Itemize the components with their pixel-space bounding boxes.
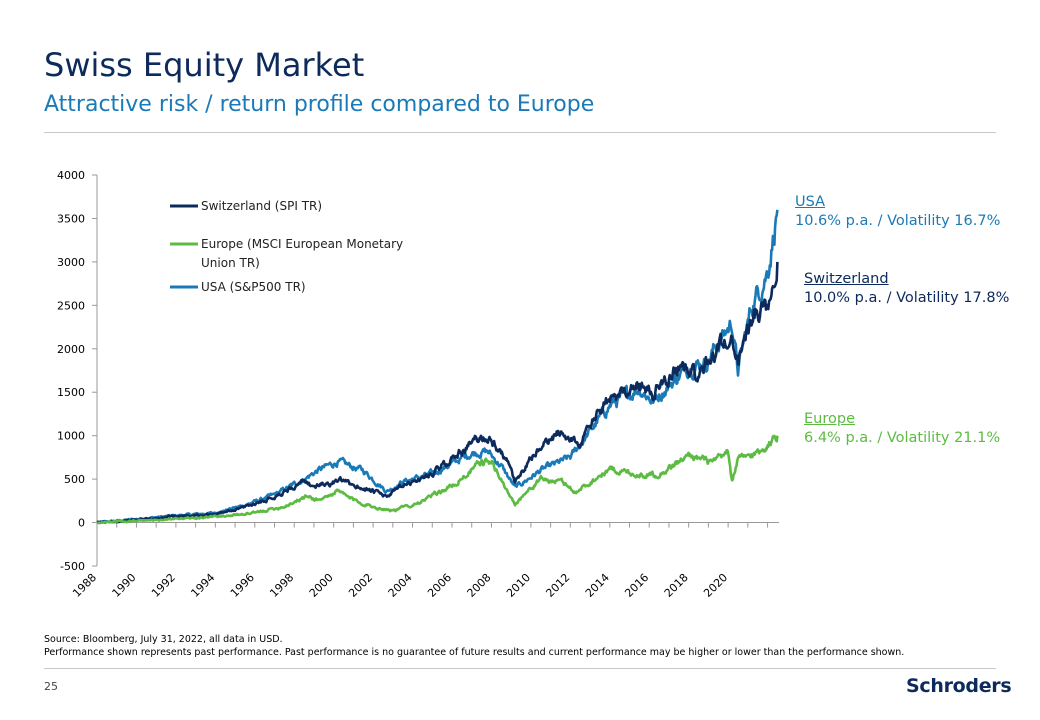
x-tick-label: 2018 <box>662 571 691 600</box>
legend-label-europe: Europe (MSCI European Monetary <box>201 237 403 251</box>
annotation-usa-stats: 10.6% p.a. / Volatility 16.7% <box>795 213 1001 229</box>
chart-legend: Switzerland (SPI TR) Europe (MSCI Europea… <box>170 199 403 294</box>
x-tick-label: 2012 <box>543 571 572 600</box>
y-tick-label: 2500 <box>57 299 85 312</box>
series-line-europe <box>96 434 779 525</box>
y-tick-label: 0 <box>78 517 85 530</box>
y-tick-label: 1000 <box>57 430 85 443</box>
legend-label-europe: Union TR) <box>201 256 260 270</box>
x-tick-label: 1994 <box>188 571 217 600</box>
annotation-usa: USA 10.6% p.a. / Volatility 16.7% <box>795 193 1000 231</box>
y-tick-label: 500 <box>64 473 85 486</box>
series-line-switzerland <box>96 261 779 524</box>
y-tick-label: -500 <box>60 560 85 573</box>
header-divider <box>44 132 996 133</box>
x-tick-label: 1998 <box>267 571 296 600</box>
schroders-logo: Schroders <box>906 675 1012 697</box>
annotation-usa-name: USA <box>795 194 826 210</box>
legend-label-usa: USA (S&P500 TR) <box>201 280 306 294</box>
legend-label-switzerland: Switzerland (SPI TR) <box>201 199 322 213</box>
x-tick-label: 1996 <box>228 571 257 600</box>
x-tick-label: 2020 <box>701 571 730 600</box>
page-number: 25 <box>44 680 58 693</box>
annotation-switzerland-stats: 10.0% p.a. / Volatility 17.8% <box>804 290 1010 306</box>
page-subtitle: Attractive risk / return profile compare… <box>44 92 595 117</box>
disclaimer-text: Performance shown represents past perfor… <box>44 647 905 658</box>
annotation-switzerland: Switzerland 10.0% p.a. / Volatility 17.8… <box>804 270 1009 308</box>
x-tick-label: 1988 <box>70 571 99 600</box>
x-tick-label: 2000 <box>307 571 336 600</box>
y-tick-label: 1500 <box>57 386 85 399</box>
x-tick-label: 2002 <box>346 571 375 600</box>
footer-divider <box>44 668 996 669</box>
performance-chart: -500 0 500 1000 1500 2000 2500 3000 3500 4000 1988… <box>57 169 779 600</box>
x-tick-label: 2006 <box>425 571 454 600</box>
x-tick-label: 2016 <box>622 571 651 600</box>
source-note: Source: Bloomberg, July 31, 2022, all da… <box>44 633 904 659</box>
x-tick-label: 2014 <box>583 571 612 600</box>
annotation-europe-name: Europe <box>804 411 855 427</box>
annotation-europe: Europe 6.4% p.a. / Volatility 21.1% <box>804 410 1000 448</box>
annotation-switzerland-name: Switzerland <box>804 271 889 287</box>
y-tick-label: 2000 <box>57 343 85 356</box>
annotation-europe-stats: 6.4% p.a. / Volatility 21.1% <box>804 430 1001 446</box>
series-layer <box>96 209 779 525</box>
series-line-usa <box>96 209 779 524</box>
x-tick-label: 1990 <box>110 571 139 600</box>
x-tick-label: 1992 <box>149 571 178 600</box>
x-tick-label: 2010 <box>504 571 533 600</box>
y-tick-label: 3000 <box>57 256 85 269</box>
y-tick-label: 4000 <box>57 169 85 182</box>
y-tick-label: 3500 <box>57 212 85 225</box>
x-tick-label: 2008 <box>465 571 494 600</box>
source-text: Source: Bloomberg, July 31, 2022, all da… <box>44 634 283 645</box>
x-tick-label: 2004 <box>386 571 415 600</box>
page-title: Swiss Equity Market <box>44 46 365 84</box>
